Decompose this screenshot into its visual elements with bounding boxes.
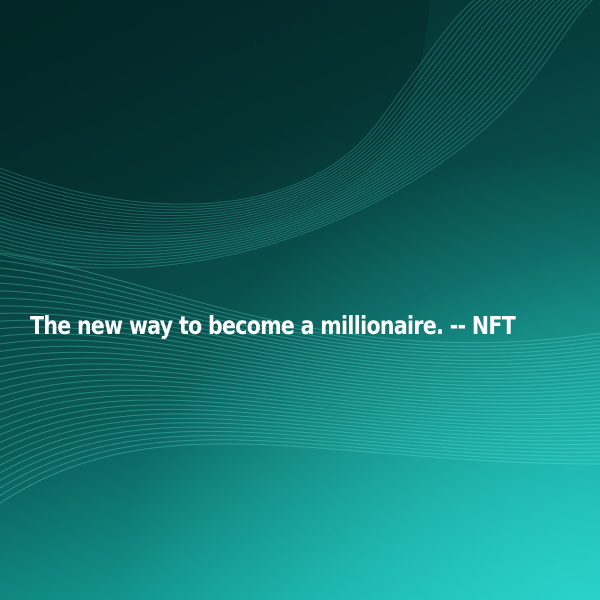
wave-line bbox=[0, 319, 600, 376]
wave-line bbox=[0, 0, 594, 269]
wave-line bbox=[0, 312, 600, 372]
wave-line bbox=[0, 443, 600, 504]
wave-line bbox=[0, 404, 600, 436]
wave-line bbox=[0, 0, 499, 216]
wave-line bbox=[0, 290, 600, 362]
wave-line bbox=[0, 252, 600, 344]
wave-line bbox=[0, 363, 600, 401]
wave-line bbox=[0, 0, 488, 211]
wave-line bbox=[0, 374, 600, 408]
wave-line bbox=[0, 0, 544, 240]
headline-text: The new way to become a millionaire. -- … bbox=[30, 311, 516, 340]
wave-line bbox=[0, 339, 600, 387]
wave-line bbox=[0, 0, 533, 234]
wave-line bbox=[0, 0, 482, 208]
wave-line bbox=[0, 0, 510, 222]
wave-line bbox=[0, 430, 600, 482]
wave-line bbox=[0, 0, 572, 256]
wave-line bbox=[0, 326, 600, 380]
wave-line bbox=[0, 422, 600, 466]
wave-line bbox=[0, 0, 527, 231]
wave-line bbox=[0, 297, 600, 365]
wave-line bbox=[0, 345, 600, 390]
wave-line bbox=[0, 394, 600, 423]
wave-line bbox=[0, 259, 600, 347]
wave-line bbox=[0, 408, 600, 444]
wave-line bbox=[0, 417, 600, 459]
wave-line bbox=[0, 384, 600, 416]
wave-line bbox=[0, 0, 555, 246]
wave-line bbox=[0, 357, 600, 398]
wave-line bbox=[0, 0, 577, 259]
wave-line bbox=[0, 0, 476, 205]
wave-line bbox=[0, 0, 583, 262]
wave-line bbox=[0, 435, 600, 489]
wave-line bbox=[0, 0, 566, 253]
wave-line bbox=[0, 0, 550, 243]
wave-line bbox=[0, 0, 588, 266]
wave-line bbox=[0, 0, 516, 225]
wave-line bbox=[0, 439, 600, 497]
wave-line bbox=[0, 267, 600, 351]
wave-line bbox=[0, 0, 538, 237]
wave-line bbox=[0, 351, 600, 394]
wave-line bbox=[0, 389, 600, 419]
wave-line bbox=[0, 275, 600, 354]
wave-line bbox=[0, 333, 600, 383]
wave-line bbox=[0, 379, 600, 412]
wave-line bbox=[0, 282, 600, 358]
wave-line bbox=[0, 0, 561, 250]
wave-line bbox=[0, 368, 600, 405]
wave-line bbox=[0, 426, 600, 474]
wave-line bbox=[0, 0, 522, 228]
wave-line bbox=[0, 413, 600, 451]
wave-line bbox=[0, 0, 505, 219]
wave-line bbox=[0, 305, 600, 369]
wave-line bbox=[0, 399, 600, 428]
wave-line bbox=[0, 0, 493, 214]
